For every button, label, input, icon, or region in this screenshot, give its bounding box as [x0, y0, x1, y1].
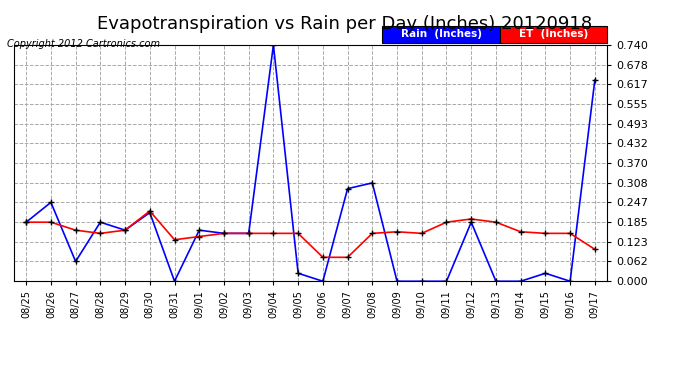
Text: Rain  (Inches): Rain (Inches): [401, 29, 482, 39]
Text: ET  (Inches): ET (Inches): [519, 29, 589, 39]
FancyBboxPatch shape: [500, 26, 607, 43]
FancyBboxPatch shape: [382, 26, 500, 43]
Text: Evapotranspiration vs Rain per Day (Inches) 20120918: Evapotranspiration vs Rain per Day (Inch…: [97, 15, 593, 33]
Text: Copyright 2012 Cartronics.com: Copyright 2012 Cartronics.com: [7, 39, 160, 50]
